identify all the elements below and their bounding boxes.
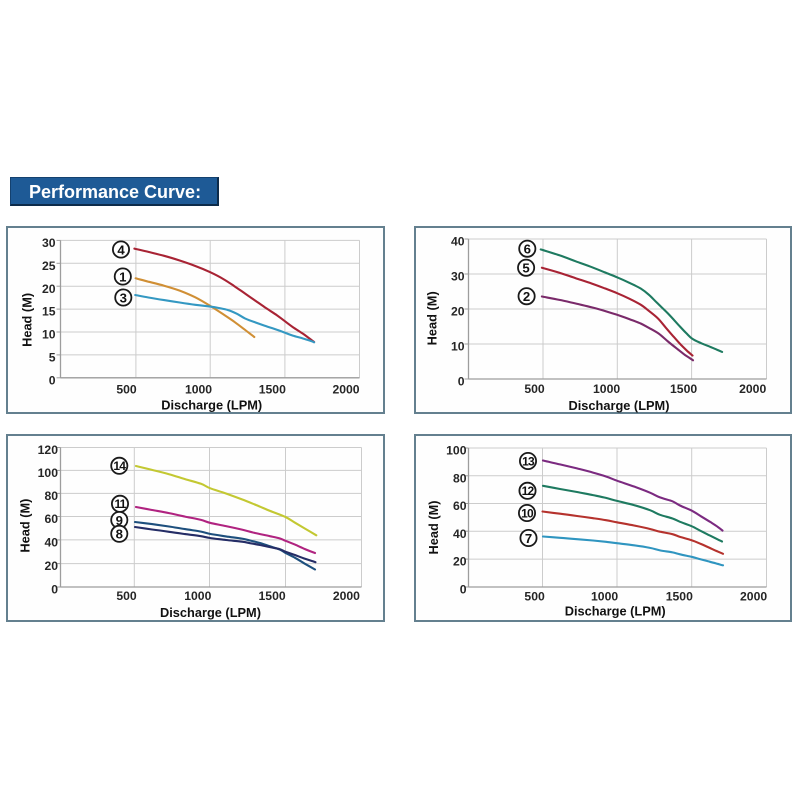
svg-text:1500: 1500 bbox=[259, 383, 286, 397]
svg-text:14: 14 bbox=[113, 459, 126, 473]
svg-text:60: 60 bbox=[44, 512, 58, 526]
svg-text:Discharge (LPM): Discharge (LPM) bbox=[569, 398, 670, 413]
svg-text:1500: 1500 bbox=[670, 382, 697, 396]
svg-text:4: 4 bbox=[117, 242, 125, 257]
svg-text:Head (M): Head (M) bbox=[426, 500, 441, 554]
svg-text:500: 500 bbox=[524, 589, 545, 603]
svg-text:80: 80 bbox=[44, 489, 58, 503]
svg-text:1000: 1000 bbox=[593, 382, 620, 396]
svg-text:120: 120 bbox=[38, 443, 59, 457]
svg-text:13: 13 bbox=[522, 454, 535, 468]
svg-text:Discharge (LPM): Discharge (LPM) bbox=[565, 604, 666, 619]
svg-text:2000: 2000 bbox=[333, 589, 360, 603]
svg-text:500: 500 bbox=[116, 383, 137, 397]
svg-text:40: 40 bbox=[451, 235, 465, 249]
svg-text:1500: 1500 bbox=[259, 589, 286, 603]
svg-text:60: 60 bbox=[453, 499, 467, 513]
svg-text:2: 2 bbox=[523, 289, 530, 304]
svg-text:30: 30 bbox=[451, 270, 465, 284]
svg-text:Head (M): Head (M) bbox=[20, 293, 35, 347]
svg-text:20: 20 bbox=[42, 282, 56, 296]
svg-text:9: 9 bbox=[116, 513, 123, 528]
svg-text:2000: 2000 bbox=[739, 382, 766, 396]
svg-text:30: 30 bbox=[42, 236, 56, 250]
svg-text:15: 15 bbox=[42, 305, 56, 319]
svg-text:20: 20 bbox=[44, 559, 58, 573]
svg-text:6: 6 bbox=[524, 242, 531, 257]
svg-text:100: 100 bbox=[38, 466, 59, 480]
svg-text:10: 10 bbox=[451, 340, 465, 354]
svg-text:3: 3 bbox=[120, 290, 127, 305]
svg-text:10: 10 bbox=[521, 506, 534, 520]
svg-text:100: 100 bbox=[446, 444, 467, 458]
svg-text:5: 5 bbox=[49, 351, 56, 365]
svg-text:1000: 1000 bbox=[591, 589, 618, 603]
svg-text:25: 25 bbox=[42, 259, 56, 273]
svg-text:12: 12 bbox=[522, 484, 535, 498]
svg-text:0: 0 bbox=[49, 373, 56, 387]
svg-text:5: 5 bbox=[522, 261, 529, 276]
svg-text:0: 0 bbox=[51, 583, 58, 597]
svg-text:2000: 2000 bbox=[740, 589, 767, 603]
svg-text:0: 0 bbox=[458, 375, 465, 389]
svg-text:2000: 2000 bbox=[332, 383, 359, 397]
svg-text:11: 11 bbox=[114, 497, 126, 511]
svg-text:1500: 1500 bbox=[666, 589, 693, 603]
svg-text:Head (M): Head (M) bbox=[425, 291, 440, 345]
svg-text:Discharge (LPM): Discharge (LPM) bbox=[161, 398, 262, 413]
svg-text:10: 10 bbox=[42, 328, 56, 342]
svg-text:1: 1 bbox=[119, 269, 126, 284]
svg-text:Discharge (LPM): Discharge (LPM) bbox=[160, 605, 261, 620]
svg-text:8: 8 bbox=[116, 527, 123, 542]
svg-text:7: 7 bbox=[525, 531, 532, 546]
svg-text:40: 40 bbox=[453, 527, 467, 541]
svg-text:20: 20 bbox=[453, 555, 467, 569]
svg-text:80: 80 bbox=[453, 471, 467, 485]
svg-text:40: 40 bbox=[44, 536, 58, 550]
svg-text:20: 20 bbox=[451, 305, 465, 319]
svg-text:0: 0 bbox=[460, 583, 467, 597]
svg-text:500: 500 bbox=[116, 589, 137, 603]
svg-text:1000: 1000 bbox=[184, 589, 211, 603]
svg-text:Head (M): Head (M) bbox=[18, 499, 33, 553]
svg-text:1000: 1000 bbox=[185, 383, 212, 397]
svg-text:500: 500 bbox=[524, 382, 545, 396]
